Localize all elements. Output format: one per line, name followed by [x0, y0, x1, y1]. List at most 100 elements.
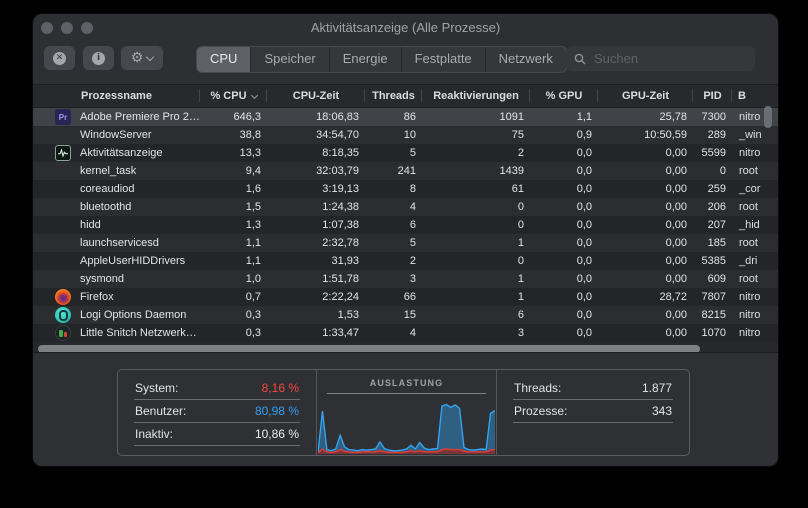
titlebar[interactable]: Aktivitätsanzeige (Alle Prozesse) [33, 14, 778, 40]
column-header-reaktivierungen[interactable]: Reaktivierungen [422, 85, 530, 107]
cell-pid: 289 [707, 129, 726, 141]
table-row[interactable]: Little Snitch Netzwerkmo… 0,3 1:33,47 4 3 0,0… [33, 324, 778, 342]
app-icon-placeholder [55, 181, 71, 197]
table-row[interactable]: AppleUserHIDDrivers 1,1 31,93 2 0 0,0 0,00 5385… [33, 252, 778, 270]
cell-gputime: 0,00 [665, 147, 687, 159]
horizontal-scrollbar-thumb[interactable] [38, 345, 700, 353]
process-name-cell: Firefox [33, 288, 200, 306]
sort-descending-icon [250, 91, 258, 99]
cell-pid: 5599 [701, 147, 726, 159]
table-row[interactable]: sysmond 1,0 1:51,78 3 1 0,0 0,00 609 root [33, 270, 778, 288]
column-header-cpu[interactable]: % CPU [200, 85, 267, 107]
user-percent-value: 80,98 % [254, 404, 299, 418]
table-row[interactable]: Aktivitätsanzeige 13,3 8:18,35 5 2 0,0 0,00 559… [33, 144, 778, 162]
table-row[interactable]: launchservicesd 1,1 2:32,78 5 1 0,0 0,00 185 roo… [33, 234, 778, 252]
cell-threads: 5 [409, 237, 416, 249]
process-name-cell: sysmond [33, 270, 200, 288]
process-name: launchservicesd [80, 237, 159, 249]
table-row[interactable]: hidd 1,3 1:07,38 6 0 0,0 0,00 207 _hid [33, 216, 778, 234]
process-name: WindowServer [80, 129, 152, 141]
process-name-cell: launchservicesd [33, 234, 200, 252]
tab-netzwerk[interactable]: Netzwerk [498, 51, 553, 66]
table-row[interactable]: Logi Options Daemon 0,3 1,53 15 6 0,0 0,00 8215… [33, 306, 778, 324]
app-icon-placeholder [55, 253, 71, 269]
table-row[interactable]: Pr Adobe Premiere Pro 2020 646,3 18:06,83 86… [33, 108, 778, 126]
cell-time: 31,93 [331, 255, 359, 267]
cell-cpu: 13,3 [239, 147, 261, 159]
processes-count-value: 343 [651, 404, 672, 418]
cell-time: 1:33,47 [322, 327, 359, 339]
table-row[interactable]: kernel_task 9,4 32:03,79 241 1439 0,0 0,00 0 roo… [33, 162, 778, 180]
column-header-cpu-zeit[interactable]: CPU-Zeit [267, 85, 365, 107]
chart-title: AUSLASTUNG [369, 378, 444, 388]
cell-wake: 3 [517, 327, 524, 339]
app-icon-placeholder [55, 127, 71, 143]
quit-process-button[interactable]: ✕ [44, 46, 75, 70]
column-header-threads[interactable]: Threads [365, 85, 422, 107]
cell-gputime: 28,72 [659, 291, 687, 303]
window-title: Aktivitätsanzeige (Alle Prozesse) [310, 20, 501, 35]
cell-threads: 86 [403, 111, 416, 123]
cell-wake: 1091 [499, 111, 524, 123]
cell-cpu: 1,3 [245, 219, 261, 231]
cell-user: nitro [739, 291, 761, 303]
activity-monitor-window: Aktivitätsanzeige (Alle Prozesse) ✕ i ⚙ … [33, 14, 778, 466]
cell-gpu: 0,0 [576, 255, 592, 267]
cell-user: _hid [739, 219, 760, 231]
column-header-prozessname[interactable]: Prozessname [33, 85, 200, 107]
tab-festplatte[interactable]: Festplatte [402, 47, 486, 72]
column-header-pid[interactable]: PID [693, 85, 732, 107]
tab-energie[interactable]: Energie [330, 47, 402, 72]
table-row[interactable]: coreaudiod 1,6 3:19,13 8 61 0,0 0,00 259 _cor [33, 180, 778, 198]
window-close-button[interactable] [41, 22, 53, 34]
window-minimize-button[interactable] [61, 22, 73, 34]
cell-gpu: 0,0 [576, 273, 592, 285]
cell-gpu: 0,0 [576, 219, 592, 231]
column-header-gpu[interactable]: % GPU [530, 85, 598, 107]
cell-threads: 4 [409, 201, 416, 213]
cell-time: 2:32,78 [322, 237, 359, 249]
column-header-benutzer[interactable]: B [738, 90, 746, 102]
app-icon-placeholder [55, 271, 71, 287]
table-row[interactable]: Firefox 0,7 2:22,24 66 1 0,0 28,72 7807 nitro [33, 288, 778, 306]
vertical-scrollbar-thumb[interactable] [764, 106, 772, 128]
cell-gpu: 0,0 [576, 165, 592, 177]
firefox-app-icon [55, 289, 71, 305]
cell-pid: 609 [707, 273, 726, 285]
tab-cpu[interactable]: CPU [197, 47, 252, 72]
cell-time: 18:06,83 [316, 111, 359, 123]
cell-gputime: 25,78 [659, 111, 687, 123]
table-header: Prozessname % CPU CPU-Zeit Threads Reakt… [33, 84, 778, 108]
tab-speicher[interactable]: Speicher [251, 47, 330, 72]
search-input[interactable] [592, 50, 747, 67]
process-name: coreaudiod [80, 183, 135, 195]
cell-threads: 15 [403, 309, 416, 321]
cell-cpu: 38,8 [239, 129, 261, 141]
table-row[interactable]: WindowServer 38,8 34:54,70 10 75 0,9 10:50,59 2… [33, 126, 778, 144]
inspect-process-button[interactable]: i [83, 46, 114, 70]
cell-cpu: 1,1 [245, 255, 261, 267]
threads-count-value: 1.877 [641, 381, 672, 395]
cell-pid: 5385 [701, 255, 726, 267]
cell-pid: 0 [719, 165, 726, 177]
column-header-gpu-zeit[interactable]: GPU-Zeit [598, 85, 693, 107]
table-row[interactable]: bluetoothd 1,5 1:24,38 4 0 0,0 0,00 206 root [33, 198, 778, 216]
process-name: Adobe Premiere Pro 2020 [80, 111, 200, 123]
cell-gpu: 0,0 [576, 147, 592, 159]
cell-user: nitro [739, 111, 761, 123]
process-name: bluetoothd [80, 201, 132, 213]
cell-time: 32:03,79 [316, 165, 359, 177]
window-zoom-button[interactable] [81, 22, 93, 34]
cell-time: 1:24,38 [322, 201, 359, 213]
cell-pid: 7807 [701, 291, 726, 303]
premiere-app-icon: Pr [55, 109, 71, 125]
cell-time: 3:19,13 [322, 183, 359, 195]
stat-benutzer: Benutzer: 80,98 % [134, 400, 300, 423]
cell-cpu: 0,3 [245, 327, 261, 339]
cell-threads: 241 [397, 165, 416, 177]
idle-percent-value: 10,86 % [254, 427, 299, 441]
search-field[interactable] [566, 46, 755, 71]
cell-gpu: 0,0 [576, 237, 592, 249]
actions-menu-button[interactable]: ⚙ [121, 46, 163, 70]
cell-wake: 75 [511, 129, 524, 141]
